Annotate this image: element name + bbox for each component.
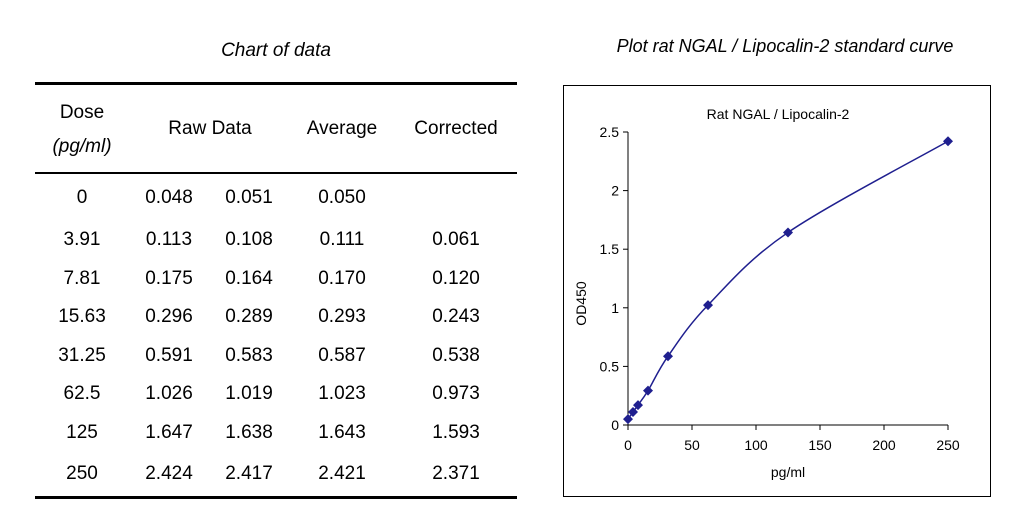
x-tick-label: 0 — [624, 437, 632, 453]
plot-title: Plot rat NGAL / Lipocalin-2 standard cur… — [616, 36, 954, 56]
table-cell-average: 1.023 — [318, 383, 366, 404]
table-cell-average: 0.587 — [318, 345, 366, 366]
table-cell-average: 1.643 — [318, 422, 366, 443]
table-cell-raw2: 1.638 — [225, 422, 273, 443]
y-tick-label: 2 — [611, 183, 619, 199]
table-bottom-rule — [35, 496, 517, 499]
x-tick-label: 150 — [808, 437, 832, 453]
data-point — [783, 227, 793, 238]
x-tick-label: 50 — [684, 437, 700, 453]
table-cell-dose: 125 — [66, 422, 98, 443]
table-cell-raw2: 0.583 — [225, 345, 273, 366]
y-axis-label: OD450 — [573, 281, 589, 326]
data-point — [663, 351, 673, 362]
table-top-rule — [35, 82, 517, 85]
chart-title: Rat NGAL / Lipocalin-2 — [707, 106, 850, 122]
y-tick-label: 2.5 — [600, 124, 620, 140]
table-cell-raw2: 2.417 — [225, 463, 273, 484]
header-dose: Dose (pg/ml) — [44, 96, 120, 164]
plot-frame — [563, 85, 991, 497]
header-dose-unit: (pg/ml) — [52, 136, 112, 157]
table-cell-average: 0.293 — [318, 306, 366, 327]
data-point — [628, 406, 639, 417]
table-cell-average: 2.421 — [318, 463, 366, 484]
data-point — [643, 385, 654, 396]
table-cell-raw1: 1.026 — [145, 383, 193, 404]
x-tick-label: 200 — [872, 437, 896, 453]
table-cell-raw1: 0.296 — [145, 306, 193, 327]
table-cell-corrected: 0.973 — [432, 383, 480, 404]
header-dose-label: Dose — [59, 102, 105, 123]
data-point — [632, 400, 643, 411]
table-cell-dose: 31.25 — [58, 345, 106, 366]
table-cell-dose: 250 — [66, 463, 98, 484]
table-cell-dose: 15.63 — [58, 306, 106, 327]
table-cell-raw1: 0.048 — [145, 187, 193, 208]
table-cell-dose: 3.91 — [63, 229, 101, 250]
table-cell-raw2: 0.164 — [225, 268, 273, 289]
table-cell-raw2: 0.051 — [225, 187, 273, 208]
table-cell-corrected: 1.593 — [432, 422, 480, 443]
y-tick-label: 1 — [611, 300, 619, 316]
table-cell-dose: 62.5 — [63, 383, 101, 404]
table-cell-average: 0.170 — [318, 268, 366, 289]
fitted-curve — [627, 140, 949, 420]
header-corrected: Corrected — [414, 118, 498, 139]
table-cell-raw2: 0.108 — [225, 229, 273, 250]
data-point — [943, 136, 953, 147]
table-cell-raw1: 1.647 — [145, 422, 193, 443]
table-cell-raw1: 0.113 — [145, 229, 193, 250]
table-cell-raw1: 0.591 — [145, 345, 193, 366]
y-tick-label: 1.5 — [600, 241, 620, 257]
header-raw-data: Raw Data — [168, 118, 252, 139]
table-title: Chart of data — [221, 40, 331, 61]
table-cell-corrected: 0.243 — [432, 306, 480, 327]
table-cell-raw1: 2.424 — [145, 463, 193, 484]
table-cell-corrected: 2.371 — [432, 463, 480, 484]
x-axis-label: pg/ml — [771, 464, 805, 480]
y-tick-label: 0 — [611, 417, 619, 433]
table-cell-raw1: 0.175 — [145, 268, 193, 289]
table-header-rule — [35, 172, 517, 174]
y-tick-label: 0.5 — [600, 358, 620, 374]
table-cell-dose: 7.81 — [63, 268, 101, 289]
x-tick-label: 250 — [936, 437, 960, 453]
data-table-body: 0 0.048 0.051 0.050 3.91 0.113 0.108 0.111 0.061… — [58, 187, 480, 484]
header-average: Average — [306, 118, 378, 139]
table-cell-average: 0.111 — [319, 229, 365, 250]
table-cell-corrected: 0.538 — [432, 345, 480, 366]
x-tick-label: 100 — [744, 437, 768, 453]
table-cell-corrected: 0.120 — [432, 268, 480, 289]
table-cell-dose: 0 — [76, 187, 88, 208]
table-cell-raw2: 1.019 — [225, 383, 273, 404]
data-point — [623, 414, 633, 425]
table-cell-corrected: 0.061 — [432, 229, 480, 250]
data-point — [703, 300, 713, 311]
table-cell-raw2: 0.289 — [225, 306, 273, 327]
table-cell-average: 0.050 — [318, 187, 366, 208]
